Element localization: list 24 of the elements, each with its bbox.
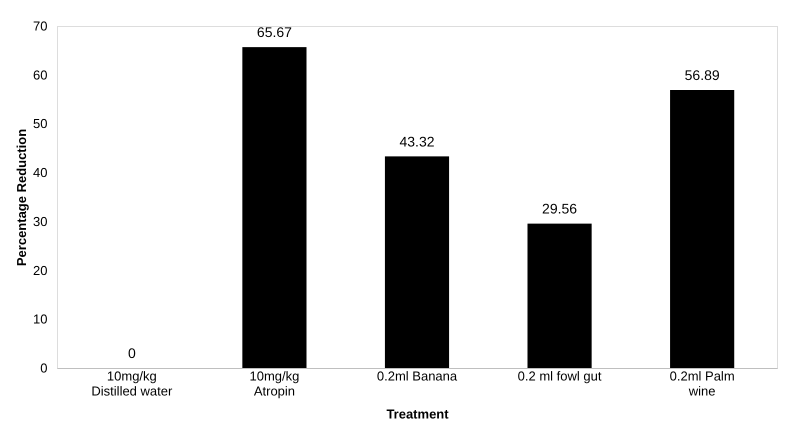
bar — [527, 224, 592, 368]
bar — [242, 47, 307, 368]
y-axis-title: Percentage Reduction — [14, 128, 30, 266]
x-tick-label: 0.2ml Banana — [376, 368, 458, 384]
x-tick-label: 10mg/kg Distilled water — [91, 368, 173, 398]
bar — [384, 156, 450, 368]
data-label: 65.67 — [256, 24, 292, 40]
data-label: 0 — [128, 345, 136, 361]
y-tick-label: 70 — [33, 18, 48, 34]
y-tick-label: 30 — [33, 214, 48, 229]
x-tick-label: 0.2 ml fowl gut — [518, 368, 602, 384]
y-tick-label: 10 — [33, 312, 48, 327]
x-tick-label: 10mg/kg Atropin — [249, 368, 300, 398]
bar — [670, 90, 734, 368]
y-tick-label: 0 — [40, 360, 48, 376]
y-tick-label: 60 — [33, 67, 48, 82]
data-label: 56.89 — [684, 67, 720, 84]
y-tick-label: 40 — [33, 165, 48, 180]
x-axis-title: Treatment — [386, 406, 450, 422]
data-label: 43.32 — [399, 133, 435, 150]
data-label: 29.56 — [542, 200, 578, 217]
y-tick-label: 20 — [33, 262, 48, 278]
x-tick-label: 0.2ml Palm wine — [670, 368, 735, 398]
y-tick-label: 50 — [33, 116, 48, 132]
